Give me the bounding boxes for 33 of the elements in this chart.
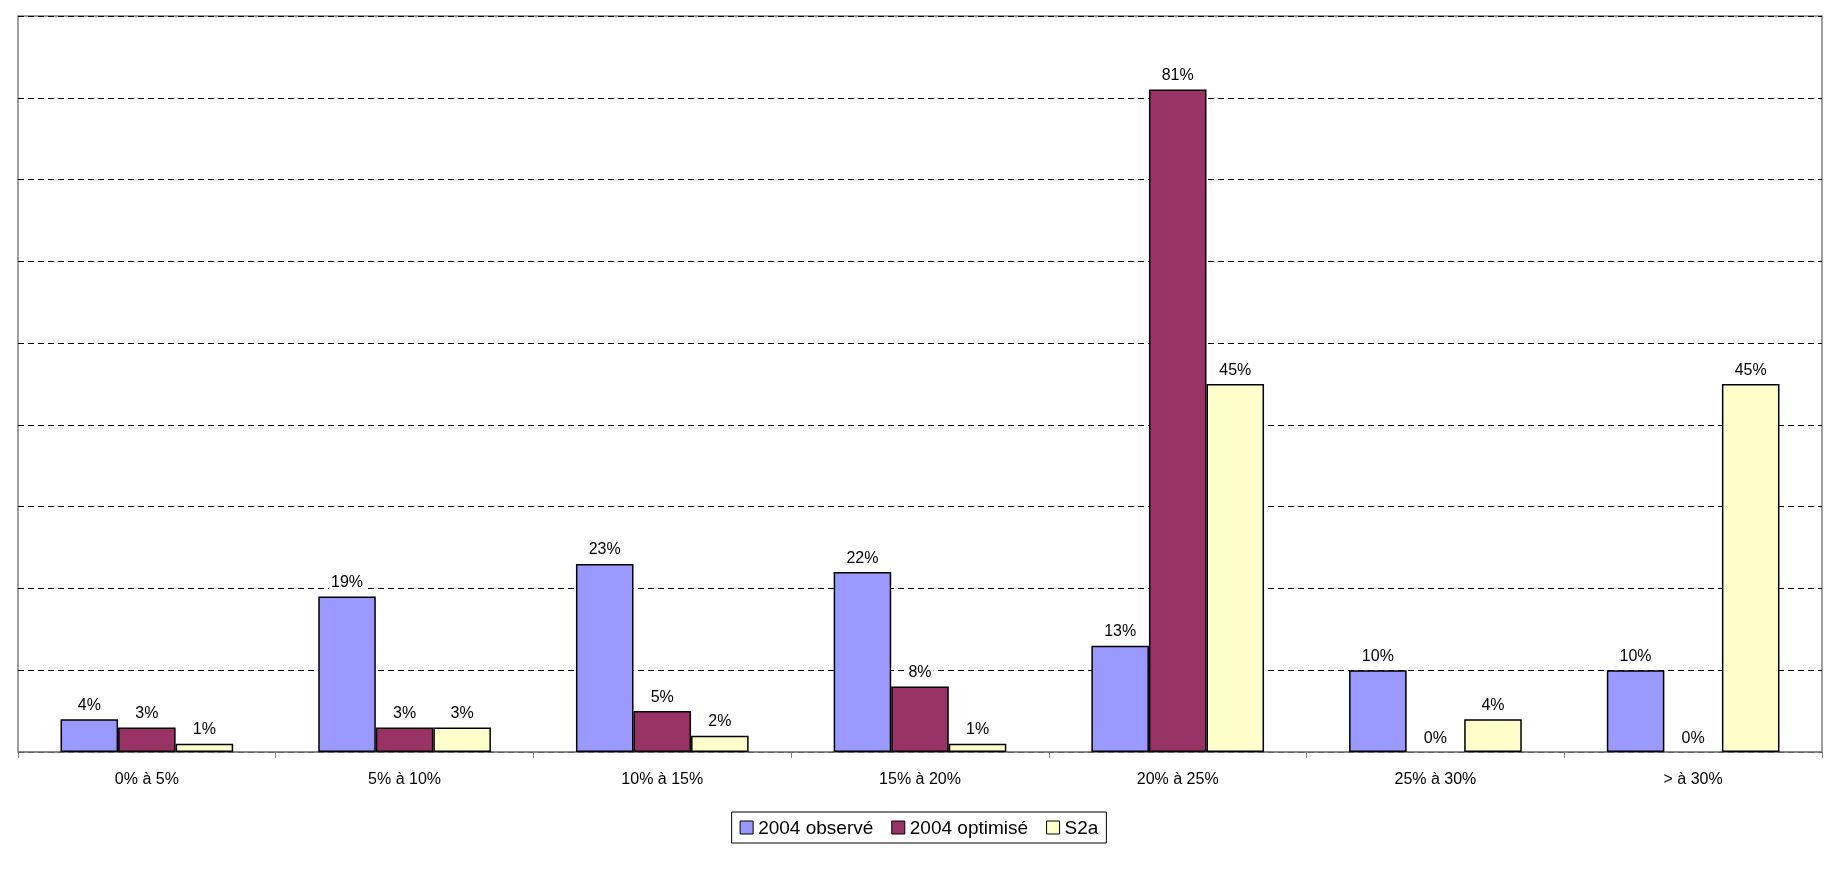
x-tick-label: > à 30% (1663, 769, 1723, 787)
x-tick-label: 10% à 15% (621, 769, 704, 787)
x-tick-label: 5% à 10% (368, 769, 442, 787)
data-label: 81% (1161, 66, 1194, 84)
data-label: 4% (1481, 695, 1505, 713)
data-label: 45% (1734, 360, 1767, 378)
x-tick-label: 20% à 25% (1136, 769, 1219, 787)
data-label: 0% (1681, 728, 1705, 746)
bar (1464, 719, 1522, 752)
data-label: 2% (708, 712, 732, 730)
legend-label: S2a (1064, 817, 1099, 838)
data-label: 10% (1361, 646, 1394, 664)
x-tick-label: 0% à 5% (114, 769, 179, 787)
data-label: 10% (1619, 646, 1652, 664)
data-label: 3% (135, 703, 159, 721)
data-label: 3% (450, 703, 474, 721)
data-label: 3% (393, 703, 417, 721)
x-tick-label: 25% à 30% (1394, 769, 1477, 787)
data-label: 1% (965, 720, 990, 738)
data-label: 45% (1219, 360, 1252, 378)
x-tick-label: 15% à 20% (879, 769, 961, 787)
data-label: 13% (1104, 622, 1137, 640)
legend-label: 2004 observé (758, 817, 874, 838)
data-label: 23% (588, 540, 621, 558)
data-label: 5% (650, 687, 674, 705)
bar (1606, 670, 1665, 752)
data-label: 0% (1423, 728, 1447, 746)
data-label: 4% (77, 695, 101, 713)
data-label: 22% (846, 548, 879, 566)
legend-label: 2004 optimisé (909, 817, 1029, 838)
data-label: 1% (192, 720, 216, 738)
data-label: 19% (331, 573, 364, 591)
data-label: 8% (908, 663, 932, 681)
